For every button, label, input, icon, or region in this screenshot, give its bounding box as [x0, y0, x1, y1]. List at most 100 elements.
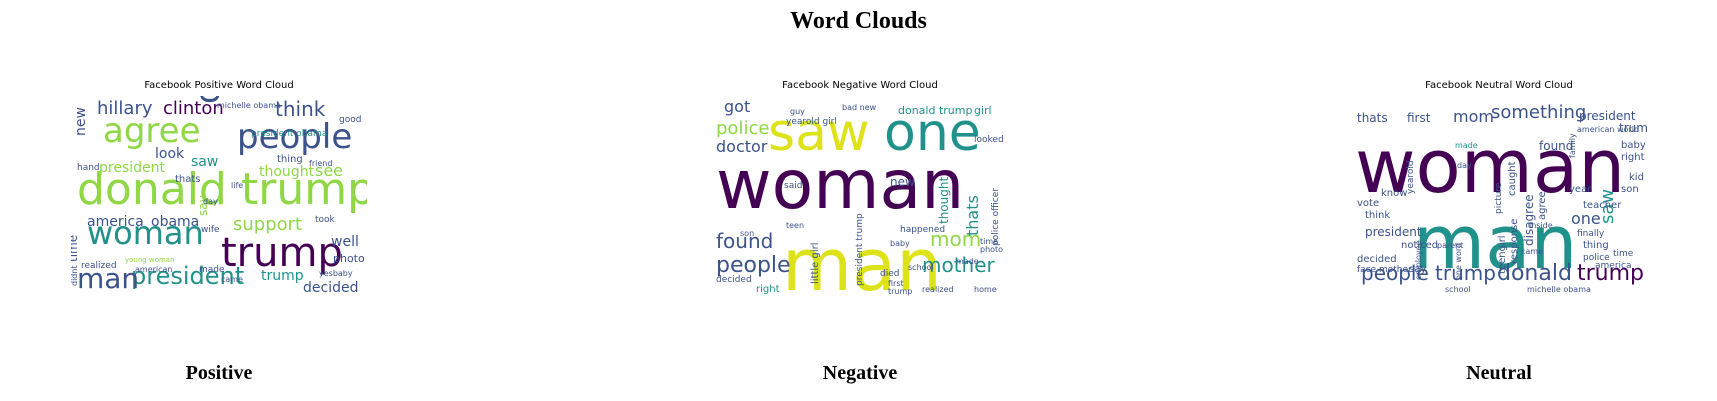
cloud-word: thing [277, 154, 303, 165]
neutral-caption: Neutral [1466, 362, 1532, 384]
negative-word-cloud: woman man saw one found people police doctor got… [712, 96, 1008, 296]
cloud-word: agree [1537, 191, 1548, 220]
cloud-word: time [71, 235, 80, 262]
cloud-word: police officer [991, 188, 1001, 246]
cloud-word: came [221, 275, 243, 284]
cloud-word: police [716, 118, 769, 139]
cloud-word: donald [77, 164, 227, 215]
cloud-word: decided [303, 280, 358, 296]
cloud-word: life [231, 181, 243, 190]
cloud-word: mother [922, 253, 996, 277]
cloud-word: mom [930, 227, 981, 251]
cloud-word: trump [261, 268, 304, 284]
cloud-word: time [1613, 249, 1634, 259]
page-title: Word Clouds [790, 8, 927, 34]
cloud-word: well [331, 234, 359, 250]
cloud-word: president trump [855, 213, 865, 286]
cloud-word: yesbaby [319, 269, 353, 278]
positive-word-cloud-panel: Facebook Positive Word Cloud donald trump… [59, 80, 379, 305]
cloud-word: decided [1357, 254, 1397, 265]
cloud-word: police [1583, 253, 1610, 263]
cloud-word: employee [1414, 240, 1423, 280]
cloud-word: found [1539, 139, 1573, 153]
cloud-word: finally [1577, 229, 1605, 239]
cloud-word: looked [974, 135, 1004, 145]
cloud-word: mom [1453, 107, 1494, 126]
cloud-word: president [1579, 109, 1636, 123]
cloud-word: guy [790, 107, 805, 116]
cloud-word: something [1491, 102, 1586, 123]
cloud-word: got [724, 97, 750, 116]
cloud-word: hand [77, 163, 100, 173]
cloud-word: inside [1529, 221, 1553, 230]
cloud-word: people [716, 253, 791, 278]
cloud-word: people [1361, 261, 1429, 285]
cloud-word: caught [1507, 161, 1518, 196]
cloud-word: died [880, 269, 899, 279]
cloud-word: said [784, 181, 802, 191]
cloud-word: photo [333, 252, 365, 265]
cloud-word: support [233, 214, 302, 235]
cloud-word: new [73, 107, 89, 136]
cloud-word: first [1407, 111, 1431, 125]
cloud-word: trump [241, 164, 367, 215]
cloud-word: right [756, 284, 780, 295]
cloud-word: america [1595, 261, 1631, 271]
cloud-word: agree [103, 111, 200, 151]
cloud-word: noticed [1401, 240, 1438, 251]
cloud-word: one word [1454, 243, 1463, 280]
cloud-word: made [956, 257, 979, 266]
cloud-word: good [339, 115, 361, 125]
cloud-word: realized [922, 285, 954, 294]
cloud-word: teen [786, 221, 804, 230]
cloud-word: president [99, 160, 166, 176]
cloud-word: america [87, 214, 144, 230]
cloud-word: thought [259, 164, 315, 180]
cloud-word: first [888, 279, 904, 288]
cloud-word: trump [1619, 121, 1647, 135]
cloud-word: think [275, 97, 326, 121]
cloud-word: michelle obama [1527, 285, 1591, 294]
cloud-word: teacher [1583, 200, 1622, 211]
cloud-word: clinton [163, 98, 224, 119]
cloud-word: look [155, 146, 185, 162]
cloud-word: son [740, 229, 754, 238]
cloud-word: came [1521, 247, 1543, 256]
cloud-word: baby [890, 239, 910, 248]
cloud-word: picture [1494, 182, 1504, 214]
cloud-word: happened [900, 225, 945, 235]
cloud-word: home [974, 285, 997, 294]
cloud-word: yearold girl [786, 117, 837, 127]
cloud-word: thought [937, 177, 951, 224]
cloud-word: trump [1577, 261, 1644, 286]
cloud-word: one [1571, 209, 1601, 228]
cloud-word: see [315, 161, 343, 180]
neutral-word-cloud-panel: Facebook Neutral Word Cloud woman man peop… [1339, 80, 1659, 305]
cloud-word: think [1365, 210, 1390, 221]
cloud-word: trump [221, 230, 343, 276]
cloud-word: donald trump [898, 104, 972, 117]
cloud-word: president [1365, 225, 1422, 239]
cloud-word: school [1445, 285, 1471, 294]
cloud-word: day [1457, 161, 1472, 170]
cloud-word: american [135, 265, 173, 274]
cloud-word: saw [1597, 189, 1618, 224]
cloud-word: year [1569, 184, 1592, 195]
cloud-word: made [199, 265, 225, 275]
cloud-word: president [131, 262, 244, 290]
cloud-word: woman [87, 214, 204, 252]
cloud-word: made [1455, 141, 1478, 150]
cloud-word: thats [1357, 111, 1388, 125]
cloud-word: right [1621, 152, 1645, 163]
cloud-word: man [1413, 200, 1577, 286]
cloud-word: know [1381, 188, 1407, 199]
cloud-word: bad new [842, 103, 877, 112]
cloud-word: decided [716, 275, 752, 285]
cloud-word: family [1568, 133, 1577, 158]
neutral-word-cloud: woman man people trump donald trump mom somethi… [1351, 96, 1647, 296]
cloud-word: mother [1379, 265, 1412, 275]
word-cloud-canvas: donaldtrumptrumpwomanagreepeopleonepresi… [71, 96, 367, 296]
cloud-word: wife [201, 225, 220, 235]
cloud-word: doctor [716, 137, 768, 156]
cloud-word: little girl [810, 242, 821, 284]
